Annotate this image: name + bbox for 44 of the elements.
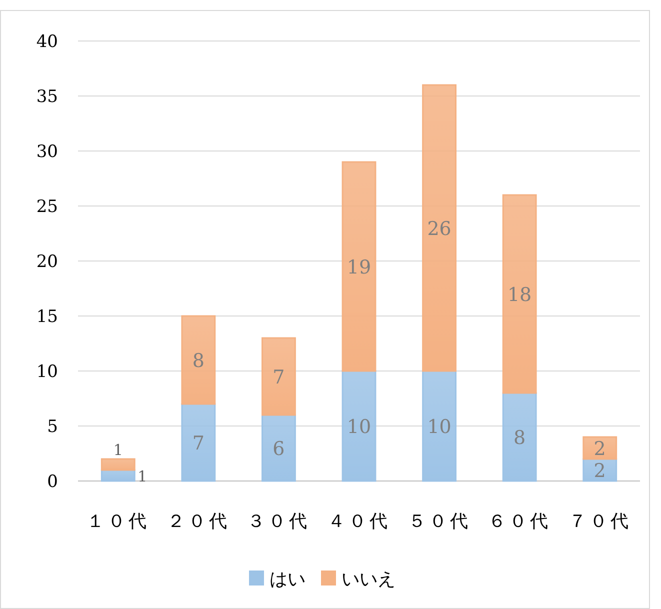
x-tick-label: ３０代 <box>247 511 310 532</box>
bar <box>502 194 537 394</box>
y-tick-label: 35 <box>36 87 58 107</box>
data-label: 18 <box>507 284 532 306</box>
x-tick-label: ７０代 <box>568 511 632 532</box>
x-tick-label: １０代 <box>86 511 150 532</box>
x-tick-label: ２０代 <box>166 511 230 532</box>
bar <box>342 370 376 482</box>
data-label: 19 <box>346 256 372 278</box>
y-tick-label: 30 <box>36 142 58 162</box>
data-label: 8 <box>192 350 204 372</box>
bar <box>582 436 618 460</box>
bar <box>100 458 136 471</box>
data-label: 1 <box>138 468 148 486</box>
data-label: 10 <box>427 416 452 438</box>
data-label: 2 <box>594 438 606 460</box>
x-tick-label: ５０代 <box>408 511 471 532</box>
data-label: 10 <box>346 416 372 438</box>
data-label: 7 <box>192 432 204 454</box>
bar <box>502 392 537 482</box>
data-label: 2 <box>594 460 606 482</box>
bar <box>422 84 456 372</box>
y-tick-label: 15 <box>36 307 58 327</box>
y-tick-label: 20 <box>36 252 58 272</box>
bar <box>342 161 376 372</box>
data-label: 1 <box>113 441 123 459</box>
bar <box>262 337 296 416</box>
y-tick-label: 0 <box>47 472 58 492</box>
data-label: 7 <box>272 366 285 388</box>
y-tick-label: 5 <box>47 417 58 437</box>
data-label: 26 <box>427 218 452 240</box>
legend-label: いいえ <box>342 569 396 590</box>
bar <box>181 403 216 482</box>
legend-label: はい <box>270 569 306 590</box>
bar <box>181 315 216 405</box>
data-label: 6 <box>272 438 285 460</box>
data-label: 8 <box>514 427 526 449</box>
bar <box>262 414 296 482</box>
bar <box>422 370 456 482</box>
y-tick-label: 10 <box>36 362 58 382</box>
x-tick-label: ４０代 <box>328 511 390 532</box>
x-tick-label: ６０代 <box>488 511 552 532</box>
y-tick-label: 25 <box>36 197 58 217</box>
y-tick-label: 40 <box>36 32 58 52</box>
